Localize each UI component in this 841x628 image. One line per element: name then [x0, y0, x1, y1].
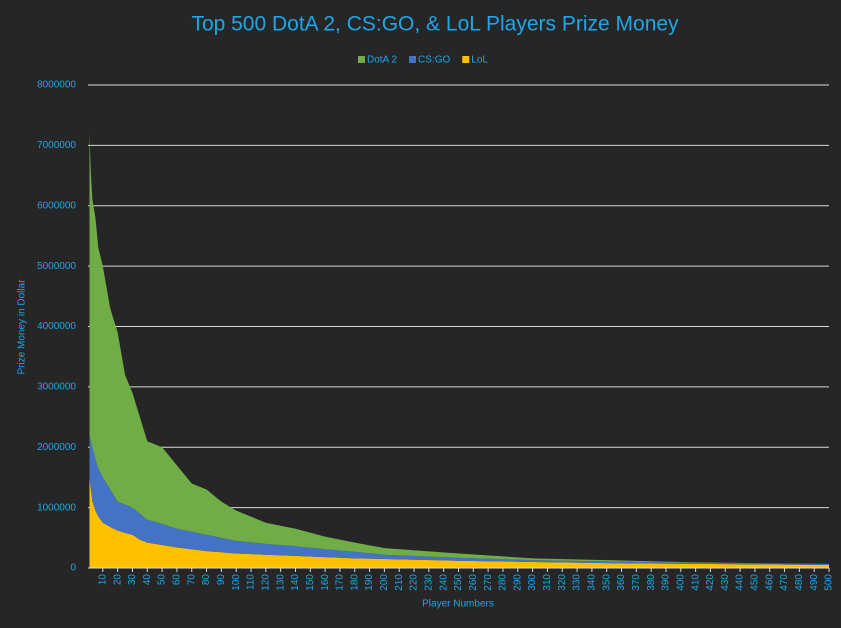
- x-tick-label: 320: [557, 574, 568, 591]
- x-tick-label: 260: [468, 574, 479, 591]
- y-tick-label: 1000000: [37, 502, 76, 513]
- x-tick-label: 100: [231, 574, 242, 591]
- legend-swatch: [409, 56, 417, 63]
- y-tick-label: 4000000: [37, 321, 76, 332]
- y-tick-label: 6000000: [37, 200, 76, 211]
- legend-label: LoL: [471, 55, 488, 66]
- area: [89, 477, 830, 568]
- x-tick-label: 280: [498, 574, 509, 591]
- y-tick-label: 7000000: [37, 140, 76, 151]
- x-tick-label: 60: [172, 574, 183, 586]
- x-tick-label: 410: [690, 574, 701, 591]
- x-tick-label: 500: [824, 574, 835, 591]
- x-tick-label: 370: [631, 574, 642, 591]
- x-tick-label: 50: [157, 574, 168, 586]
- x-tick-label: 360: [616, 574, 627, 591]
- x-tick-label: 250: [453, 574, 464, 591]
- x-axis-title: Player Numbers: [422, 599, 494, 610]
- x-tick-label: 450: [750, 574, 761, 591]
- x-tick-label: 330: [572, 574, 583, 591]
- x-tick-label: 170: [335, 574, 346, 591]
- y-axis-title: Prize Money in Dollar: [17, 279, 28, 375]
- x-tick-label: 30: [127, 574, 138, 586]
- x-tick-label: 150: [305, 574, 316, 591]
- x-tick-label: 40: [142, 574, 153, 586]
- x-tick-label: 10: [97, 574, 108, 586]
- x-tick-label: 160: [320, 574, 331, 591]
- legend-swatch: [358, 56, 365, 63]
- y-tick-label: 2000000: [37, 442, 76, 453]
- x-tick-label: 20: [112, 574, 123, 586]
- y-tick-label: 8000000: [37, 80, 76, 91]
- x-tick-label: 270: [483, 574, 494, 591]
- legend-label: DotA 2: [367, 55, 397, 66]
- x-tick-label: 80: [201, 574, 212, 586]
- x-tick-label: 480: [794, 574, 805, 591]
- x-tick-label: 390: [661, 574, 672, 591]
- legend-label: CS:GO: [418, 55, 450, 66]
- x-tick-label: 210: [394, 574, 405, 591]
- x-tick-label: 440: [735, 574, 746, 591]
- x-tick-label: 200: [379, 574, 390, 591]
- x-tick-label: 120: [260, 574, 271, 591]
- x-tick-label: 400: [675, 574, 686, 591]
- legend-swatch: [462, 56, 470, 63]
- y-tick-label: 0: [70, 563, 76, 574]
- y-tick-label: 3000000: [37, 382, 76, 393]
- x-tick-label: 430: [720, 574, 731, 591]
- area: [89, 133, 830, 564]
- x-tick-label: 470: [779, 574, 790, 591]
- x-tick-label: 340: [587, 574, 598, 591]
- x-tick-label: 140: [290, 574, 301, 591]
- x-tick-label: 420: [705, 574, 716, 591]
- x-tick-label: 180: [349, 574, 360, 591]
- x-tick-label: 240: [438, 574, 449, 591]
- x-tick-label: 310: [542, 574, 553, 591]
- x-tick-label: 190: [364, 574, 375, 591]
- x-tick-label: 230: [424, 574, 435, 591]
- x-tick-label: 300: [527, 574, 538, 591]
- x-tick-label: 130: [275, 574, 286, 591]
- x-tick-label: 90: [216, 574, 227, 586]
- x-tick-label: 460: [764, 574, 775, 591]
- x-tick-label: 290: [512, 574, 523, 591]
- x-tick-label: 380: [646, 574, 657, 591]
- x-tick-label: 220: [409, 574, 420, 591]
- x-tick-label: 110: [246, 574, 257, 590]
- y-tick-label: 5000000: [37, 261, 76, 272]
- chart-title: Top 500 DotA 2, CS:GO, & LoL Players Pri…: [191, 13, 679, 36]
- x-tick-label: 70: [186, 574, 197, 586]
- x-tick-label: 490: [809, 574, 820, 591]
- x-tick-label: 350: [601, 574, 612, 591]
